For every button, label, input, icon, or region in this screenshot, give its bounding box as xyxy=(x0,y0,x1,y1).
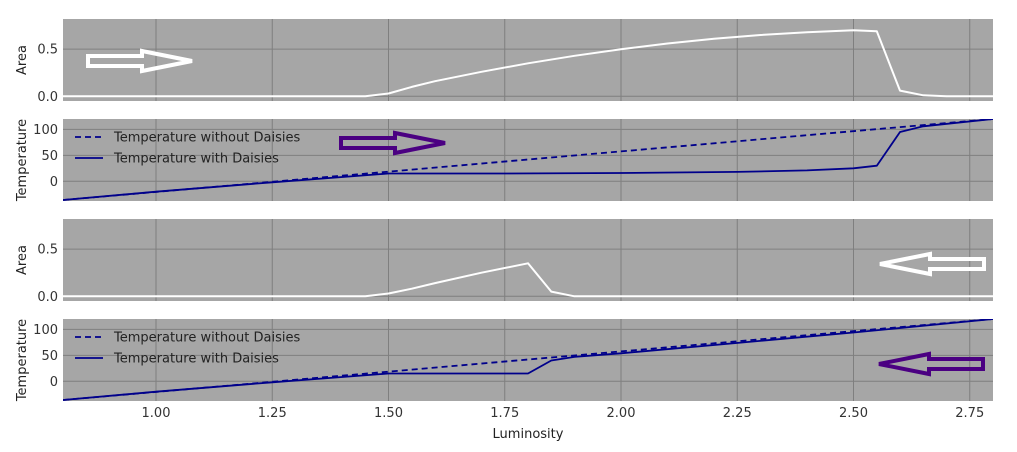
panel-background xyxy=(63,219,993,301)
panel-area-decreasing: 0.0 0.5 Area xyxy=(15,219,993,305)
panel-area-increasing: 0.0 0.5 Area xyxy=(15,19,993,105)
series-group xyxy=(63,119,993,201)
y-tick-label: 50 xyxy=(41,149,58,164)
series-group xyxy=(63,29,993,98)
y-tick-label: 0.5 xyxy=(37,243,58,258)
legend: Temperature without Daisies Temperature w… xyxy=(75,131,300,167)
legend: Temperature without Daisies Temperature w… xyxy=(75,331,300,367)
legend-entry: Temperature with Daisies xyxy=(113,152,279,167)
x-tick-labels: 1.00 1.25 1.50 1.75 2.00 2.25 2.50 2.75 xyxy=(142,406,985,421)
y-axis-label: Temperature xyxy=(15,319,30,402)
y-axis-label: Area xyxy=(15,245,30,275)
x-axis-label: Luminosity xyxy=(493,427,564,442)
direction-arrow-left-icon xyxy=(879,251,986,277)
direction-arrow-right-icon xyxy=(339,130,446,156)
area-series-line xyxy=(63,262,993,298)
temperature-with-daisies-line xyxy=(63,119,993,201)
y-tick-label: 100 xyxy=(33,323,58,338)
y-tick-label: 0.5 xyxy=(37,43,58,58)
y-axis-label: Temperature xyxy=(15,119,30,202)
x-tick-label: 2.00 xyxy=(607,406,636,421)
y-tick-label: 0 xyxy=(50,375,58,390)
series-group xyxy=(63,319,993,401)
x-tick-label: 1.25 xyxy=(258,406,287,421)
x-tick-label: 2.50 xyxy=(839,406,868,421)
area-series-line xyxy=(63,29,993,98)
x-tick-label: 2.75 xyxy=(955,406,984,421)
x-tick-label: 1.00 xyxy=(142,406,171,421)
panel-background xyxy=(63,19,993,101)
temperature-with-daisies-line xyxy=(63,319,993,401)
legend-entry: Temperature with Daisies xyxy=(113,352,279,367)
y-axis-label: Area xyxy=(15,45,30,75)
legend-entry: Temperature without Daisies xyxy=(113,331,300,346)
legend-entry: Temperature without Daisies xyxy=(113,131,300,146)
x-tick-label: 1.50 xyxy=(374,406,403,421)
series-group xyxy=(63,262,993,298)
x-tick-label: 2.25 xyxy=(723,406,752,421)
y-tick-label: 0.0 xyxy=(37,290,58,305)
y-tick-label: 100 xyxy=(33,123,58,138)
y-tick-label: 0.0 xyxy=(37,90,58,105)
direction-arrow-left-icon xyxy=(878,351,985,377)
direction-arrow-right-icon xyxy=(86,48,193,74)
y-tick-label: 0 xyxy=(50,175,58,190)
y-tick-label: 50 xyxy=(41,349,58,364)
x-tick-label: 1.75 xyxy=(490,406,519,421)
